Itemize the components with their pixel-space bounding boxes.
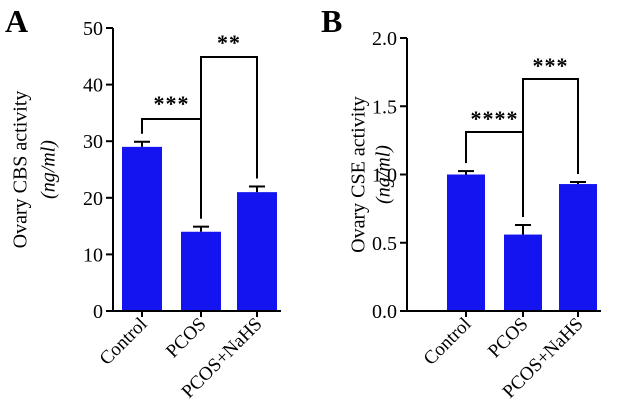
category-label: PCOS bbox=[162, 314, 210, 362]
panel-b: B 0.0 0.5 1.0 1.5 2.0 Ovary CSE activity (ng/ml… bbox=[321, 3, 601, 403]
y-tick-label: 0 bbox=[93, 301, 103, 323]
significance-label: **** bbox=[471, 106, 519, 131]
y-axis-unit: (ng/ml) bbox=[38, 140, 60, 199]
y-tick-label: 1.0 bbox=[372, 165, 397, 187]
y-axis-title: Ovary CBS activity bbox=[10, 91, 32, 249]
y-tick-label: 2.0 bbox=[372, 28, 397, 50]
panel-letter: B bbox=[321, 3, 342, 39]
y-tick-label: 40 bbox=[83, 75, 103, 97]
y-tick-label: 0.5 bbox=[372, 233, 397, 255]
significance-bracket bbox=[200, 56, 258, 219]
bar bbox=[447, 174, 485, 311]
bar bbox=[181, 231, 221, 311]
panel-a: A 0 10 20 30 40 50 Ovary CBS activity (ng/ml) Con… bbox=[5, 3, 281, 403]
bar bbox=[122, 146, 162, 311]
y-tick-label: 30 bbox=[83, 131, 103, 153]
category-label: Control bbox=[96, 314, 152, 370]
y-tick-label: 10 bbox=[83, 244, 103, 266]
bar bbox=[559, 184, 597, 311]
category-label: Control bbox=[420, 314, 476, 370]
category-label: PCOS bbox=[484, 314, 532, 362]
bar bbox=[504, 234, 542, 311]
significance-bracket bbox=[522, 78, 579, 218]
significance-label: *** bbox=[154, 91, 190, 116]
bar bbox=[237, 192, 277, 311]
y-tick-label: 0.0 bbox=[372, 301, 397, 323]
significance-label: ** bbox=[217, 30, 241, 55]
y-tick-label: 50 bbox=[83, 18, 103, 40]
y-axis-title: Ovary CSE activity bbox=[348, 96, 370, 253]
y-tick-label: 20 bbox=[83, 188, 103, 210]
y-axis-unit: (ng/ml) bbox=[373, 145, 395, 204]
significance-label: *** bbox=[533, 53, 569, 78]
panel-letter: A bbox=[5, 3, 28, 39]
y-tick-label: 1.5 bbox=[372, 96, 397, 118]
